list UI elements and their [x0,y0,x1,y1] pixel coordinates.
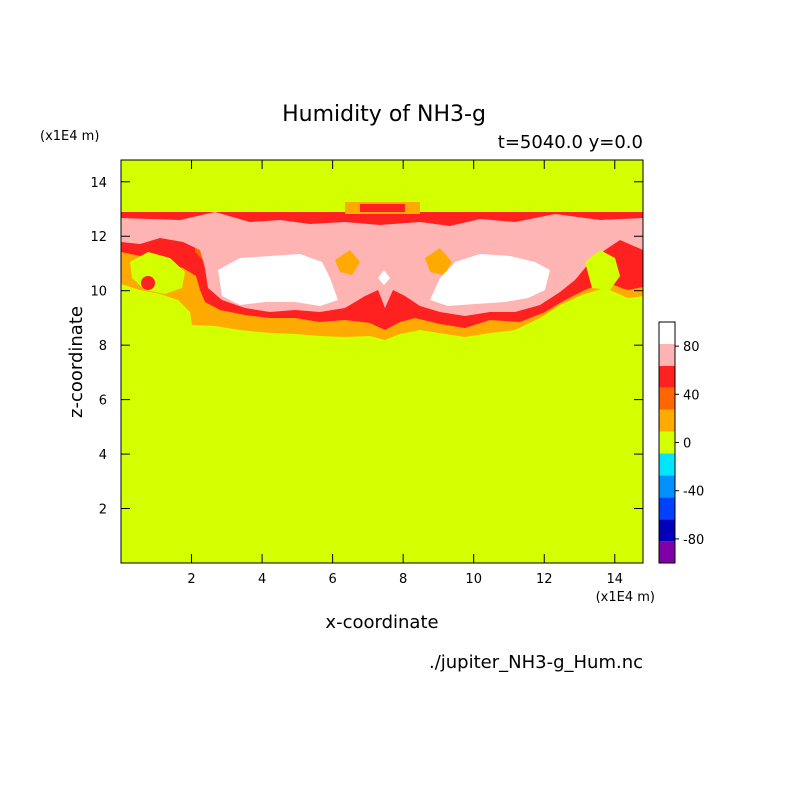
spot-left [141,276,155,290]
y-tick-label: 14 [90,176,107,191]
colorbar-swatch [659,365,675,388]
x-unit-label: (x1E4 m) [596,590,655,605]
colorbar-swatch [659,431,675,454]
region-top-cap-inner [360,204,405,212]
colorbar-label: -40 [683,485,704,500]
colorbar-swatch [659,387,675,410]
colorbar-swatch [659,409,675,432]
spot-right [619,277,631,289]
spot-center-right [425,248,452,275]
y-axis-label: z-coordinate [66,306,87,418]
time-label: t=5040.0 y=0.0 [498,132,643,153]
y-unit-label: (x1E4 m) [40,129,99,144]
colorbar-swatch [659,322,675,344]
colorbar-swatch [659,343,675,366]
spot-center [335,250,360,275]
chart-title: Humidity of NH3-g [282,102,486,127]
colorbar-label: 40 [683,388,700,403]
colorbar-label: -80 [683,533,704,548]
y-axis: 2 4 6 8 10 12 14 [90,176,643,518]
x-axis-label: x-coordinate [325,612,438,633]
region-white-left [218,254,338,306]
region-white-right [430,254,550,306]
plot-frame [120,159,644,564]
x-tick-label: 8 [399,572,407,587]
colorbar-swatch [659,475,675,498]
colorbar-swatch [659,519,675,542]
region-white-center [378,270,390,285]
y-tick-label: 2 [99,503,107,518]
region-yellow-right [585,250,620,290]
x-axis: 2 4 6 8 10 12 14 [187,160,623,587]
x-tick-label: 10 [465,572,482,587]
y-tick-label: 10 [90,285,107,300]
plot-area [121,160,643,563]
colorbar-swatch [659,497,675,520]
x-tick-label: 12 [536,572,553,587]
y-tick-label: 8 [99,339,107,354]
x-tick-label: 6 [328,572,336,587]
colorbar-label: 80 [683,340,700,355]
colorbar-label: 0 [683,437,691,452]
y-tick-label: 6 [99,394,107,409]
y-tick-label: 12 [90,230,107,245]
colorbar-swatch [659,453,675,476]
x-tick-label: 2 [187,572,195,587]
colorbar-swatch [659,541,675,563]
x-tick-label: 14 [607,572,624,587]
y-tick-label: 4 [99,448,107,463]
colorbar: -80 -40 0 40 80 [658,321,704,564]
x-tick-label: 4 [258,572,266,587]
source-file-label: ./jupiter_NH3-g_Hum.nc [429,652,643,673]
